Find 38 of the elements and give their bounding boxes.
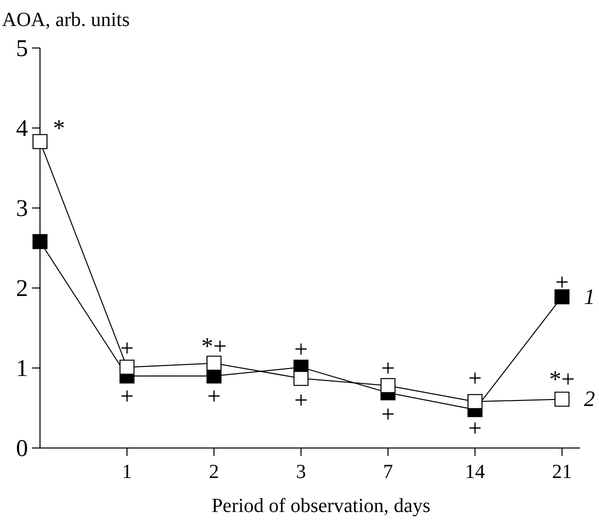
annotation: *+ — [549, 367, 575, 393]
point — [206, 356, 222, 371]
y-tick-label: 4 — [16, 116, 28, 142]
point — [554, 289, 570, 304]
point — [554, 392, 570, 407]
point — [120, 360, 134, 375]
annotation: + — [381, 356, 395, 382]
point — [468, 394, 482, 410]
annotation: + — [294, 337, 308, 363]
annotation: + — [468, 366, 482, 392]
annotation: + — [381, 402, 395, 428]
x-tick-label: 14 — [465, 461, 485, 483]
annotation: + — [294, 388, 308, 414]
point — [380, 378, 396, 394]
x-tick-label: 1 — [122, 461, 132, 483]
x-tick-label: 21 — [552, 461, 572, 483]
annotation: + — [468, 416, 482, 442]
x-tick-label: 3 — [296, 461, 306, 483]
y-tick-label: 0 — [16, 436, 28, 462]
series-label: 1 — [584, 284, 595, 309]
annotation: + — [207, 384, 221, 410]
y-axis-title: AOA, arb. units — [2, 9, 130, 31]
point — [32, 234, 48, 250]
y-tick-label: 3 — [16, 196, 28, 222]
y-tick-label: 1 — [16, 356, 28, 382]
annotation: * — [53, 116, 65, 142]
y-tick-label: 5 — [16, 36, 28, 62]
annotation: + — [555, 270, 569, 296]
annotation: + — [120, 384, 134, 410]
point — [294, 370, 308, 386]
x-axis-title: Period of observation, days — [212, 495, 431, 517]
point — [32, 134, 48, 150]
series-label: 2 — [584, 386, 595, 412]
y-tick-label: 2 — [16, 276, 28, 302]
annotation: + — [120, 336, 134, 362]
annotation: *+ — [201, 334, 227, 360]
x-tick-label: 7 — [383, 461, 393, 483]
x-tick-label: 2 — [209, 461, 219, 483]
